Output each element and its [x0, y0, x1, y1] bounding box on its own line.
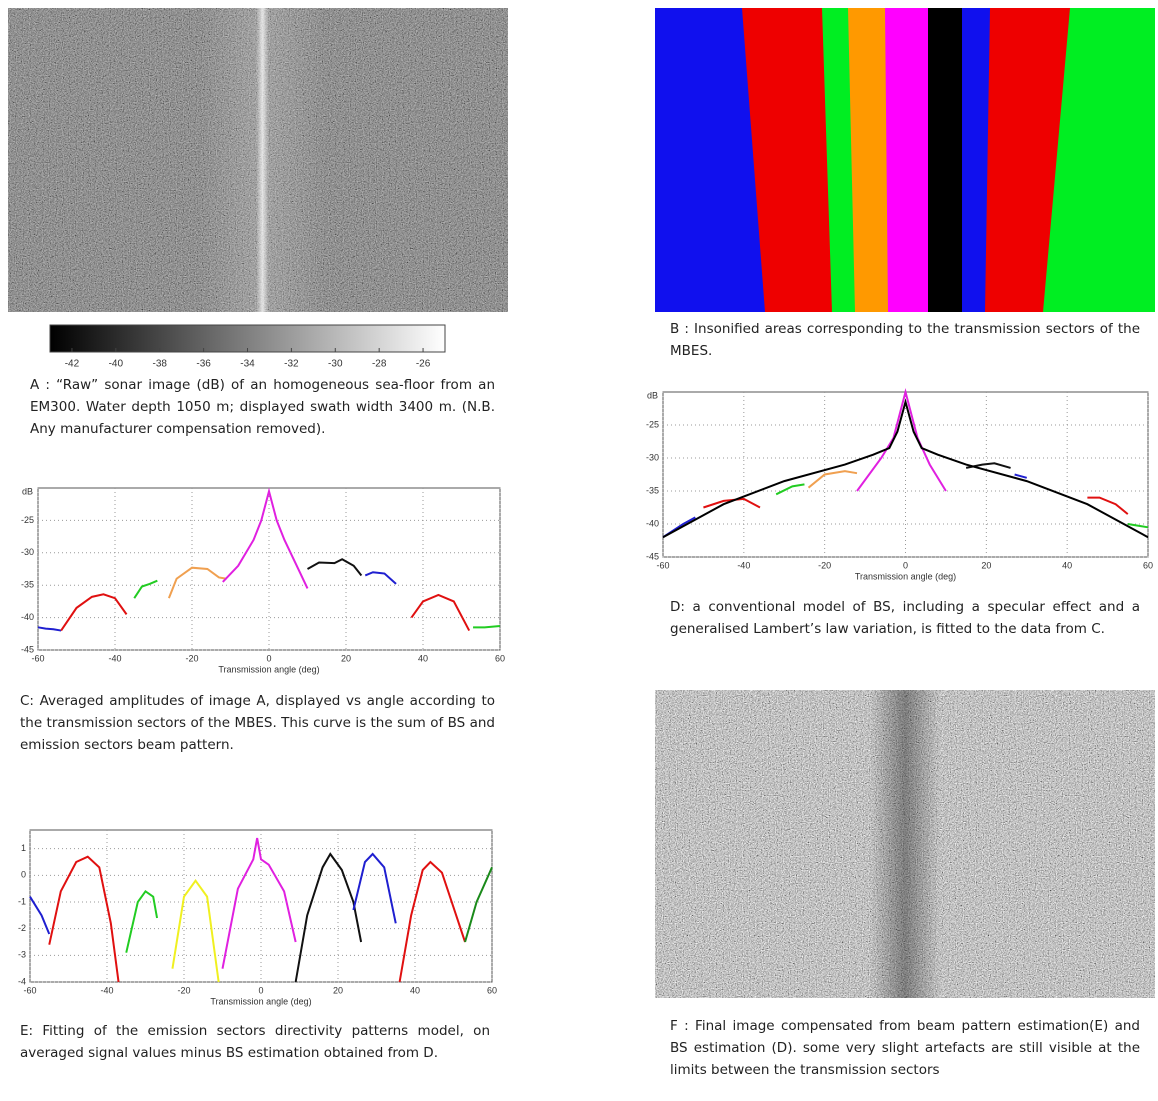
y-tick-label: -25 [646, 419, 659, 429]
y-tick-label: -40 [21, 612, 34, 622]
caption-d: D: a conventional model of BS, including… [670, 599, 1140, 637]
x-tick-label: 20 [341, 653, 351, 663]
colorbar-tick-label: -40 [109, 359, 124, 370]
x-tick-label: 60 [495, 653, 505, 663]
x-tick-label: -60 [31, 653, 44, 663]
x-tick-label: 60 [1143, 560, 1153, 570]
colorbar-tick-label: -26 [416, 359, 431, 370]
y-tick-label: -35 [21, 580, 34, 590]
y-tick-label: -45 [21, 644, 34, 654]
data-line [364, 571, 397, 585]
x-tick-label: -20 [185, 653, 198, 663]
sonar-image-a [8, 8, 508, 312]
y-axis-label: dB [22, 486, 33, 496]
data-line [60, 593, 128, 632]
x-tick-label: 0 [266, 653, 271, 663]
data-line [221, 837, 297, 969]
data-line [37, 626, 62, 632]
x-tick-label: 40 [418, 653, 428, 663]
colorbar-tick-label: -28 [372, 359, 387, 370]
x-tick-label: -40 [100, 985, 113, 995]
x-tick-label: -40 [737, 560, 750, 570]
y-tick-label: -30 [21, 547, 34, 557]
data-line [807, 470, 858, 489]
y-tick-label: 1 [21, 843, 26, 853]
colorbar-tick-label: -30 [328, 359, 343, 370]
colorbar-tick-label: -36 [196, 359, 211, 370]
data-line [1014, 473, 1028, 479]
colorbar-tick-label: -42 [65, 359, 80, 370]
y-tick-label: -35 [646, 485, 659, 495]
x-tick-label: -20 [177, 985, 190, 995]
y-tick-label: -3 [18, 950, 26, 960]
data-line [1087, 496, 1129, 515]
colorbar-tick-label: -34 [240, 359, 255, 370]
caption-c: C: Averaged amplitudes of image A, displ… [20, 693, 495, 753]
y-tick-label: -30 [646, 452, 659, 462]
data-line [352, 852, 397, 924]
colorbar-tick-label: -32 [284, 359, 299, 370]
data-line [222, 487, 309, 589]
data-line [29, 896, 51, 935]
caption-e: E: Fitting of the emission sectors direc… [20, 1023, 490, 1061]
x-tick-label: 20 [981, 560, 991, 570]
x-tick-label: 20 [333, 985, 343, 995]
x-axis-label: Transmission angle (deg) [210, 996, 311, 1006]
data-line [464, 866, 493, 943]
caption-f: F : Final image compensated from beam pa… [670, 1018, 1140, 1078]
compensated-image-f [655, 690, 1155, 998]
data-line [398, 860, 466, 983]
data-line [473, 625, 501, 629]
x-tick-label: 0 [258, 985, 263, 995]
data-line [856, 388, 947, 492]
x-axis-label: Transmission angle (deg) [218, 664, 319, 674]
data-line [133, 579, 158, 599]
x-tick-label: -20 [818, 560, 831, 570]
caption-b: B : Insonified areas corresponding to th… [670, 321, 1140, 359]
y-axis-label: dB [647, 390, 658, 400]
x-tick-label: -60 [656, 560, 669, 570]
plot-area [662, 391, 1149, 558]
x-tick-label: -60 [23, 985, 36, 995]
data-line [48, 855, 120, 983]
data-line [775, 483, 805, 496]
data-line [1127, 523, 1149, 529]
y-tick-label: -25 [21, 515, 34, 525]
y-tick-label: -2 [18, 923, 26, 933]
data-line [167, 566, 227, 599]
colorbar-tick-label: -38 [152, 359, 167, 370]
x-axis-label: Transmission angle (deg) [855, 571, 956, 581]
y-tick-label: -40 [646, 518, 659, 528]
y-tick-label: -4 [18, 976, 26, 986]
x-tick-label: 60 [487, 985, 497, 995]
y-tick-label: -1 [18, 896, 26, 906]
data-line [307, 558, 363, 577]
data-line [294, 852, 363, 983]
colorbar [49, 324, 446, 353]
data-line [125, 889, 159, 953]
data-line [171, 878, 220, 983]
x-tick-label: 0 [903, 560, 908, 570]
y-tick-label: -45 [646, 551, 659, 561]
data-line [410, 593, 471, 632]
sector-image-b [655, 8, 1155, 312]
data-line [662, 398, 1149, 539]
x-tick-label: 40 [1062, 560, 1072, 570]
caption-a: A : “Raw” sonar image (dB) of an homogen… [30, 377, 495, 437]
x-tick-label: -40 [108, 653, 121, 663]
x-tick-label: 40 [410, 985, 420, 995]
y-tick-label: 0 [21, 870, 26, 880]
